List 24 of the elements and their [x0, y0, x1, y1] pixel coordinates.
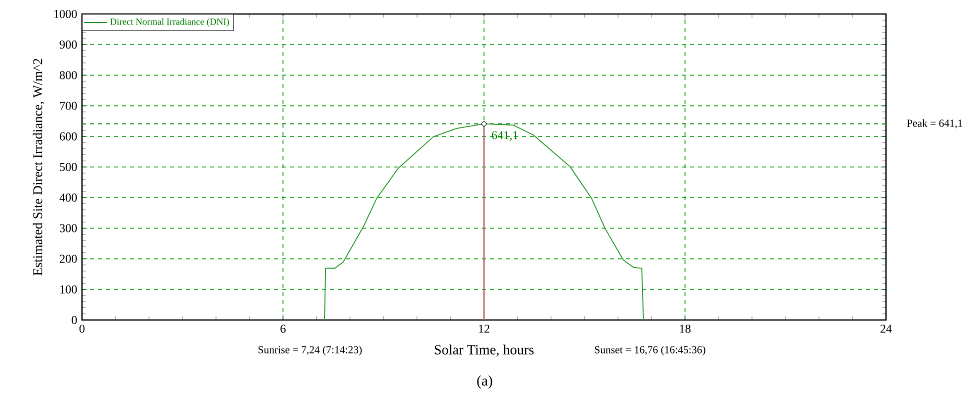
y-tick-label: 300 [60, 224, 77, 232]
y-tick-label: 700 [60, 102, 77, 110]
text: Sunrise = 7,24 (7:14:23) [258, 346, 362, 356]
x-axis-title: Solar Time, hours [434, 344, 534, 356]
y-tick-label: 500 [60, 162, 77, 172]
text: Sunset = 16,76 (16:45:36) [594, 346, 706, 356]
x-tick-label: 6 [280, 324, 286, 333]
ref-line-label: Peak = 641,1 [907, 119, 962, 128]
y-axis-title: Estimated Site Direct Irradiance, W/m^2 [32, 58, 44, 276]
y-tick-label: 400 [60, 194, 77, 202]
y-tick-label: 100 [60, 285, 77, 294]
text: (a) [477, 375, 492, 389]
y-tick-label: 800 [60, 71, 77, 80]
x-tick-label: 18 [680, 324, 691, 333]
y-tick-label: 600 [60, 132, 77, 140]
y-tick-label: 1000 [54, 10, 77, 18]
annotation: 641,1 [492, 131, 518, 141]
y-tick-label: 0 [72, 316, 77, 324]
x-tick-label: 24 [880, 324, 892, 333]
legend-label: Direct Normal Irradiance (DNI) [110, 18, 230, 27]
y-tick-label: 200 [60, 254, 77, 263]
x-tick-label: 0 [79, 324, 85, 333]
y-tick-label: 900 [60, 40, 77, 49]
x-tick-label: 12 [479, 324, 490, 333]
